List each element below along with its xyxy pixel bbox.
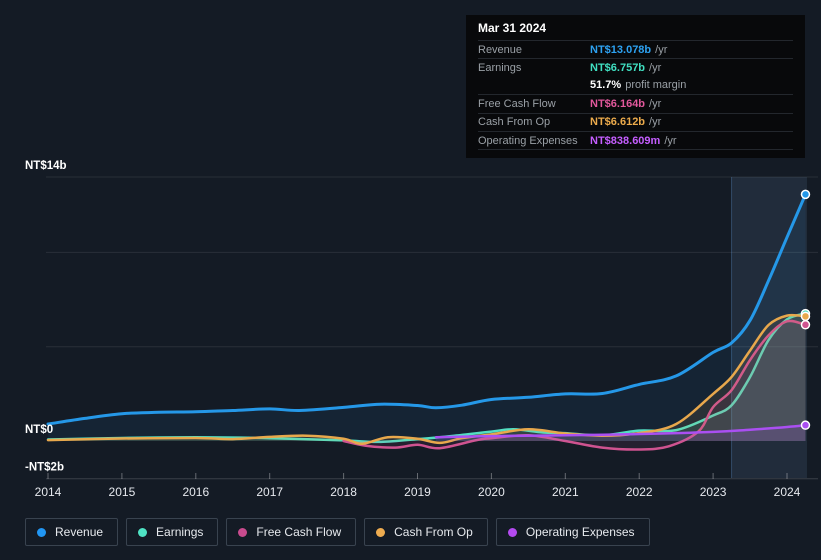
series-line-free-cash-flow [342, 319, 807, 451]
legend-label: Free Cash Flow [256, 525, 342, 539]
tooltip-row-operating-expenses: Operating Expenses NT$838.609m /yr [478, 130, 793, 149]
tooltip-label: Revenue [478, 43, 523, 56]
tooltip-suffix: /yr [649, 116, 662, 129]
tooltip-label: Cash From Op [478, 116, 551, 129]
tooltip-suffix: /yr [664, 134, 677, 147]
legend-item-free-cash-flow[interactable]: Free Cash Flow [226, 518, 357, 546]
x-tick-label: 2023 [700, 485, 727, 499]
tooltip-margin-label: profit margin [625, 79, 687, 92]
legend-label: Revenue [55, 525, 104, 539]
series-area-operating-expenses [436, 425, 806, 441]
y-axis-label: NT$14b [25, 160, 67, 172]
series-area-earnings [48, 313, 806, 442]
x-tick-label: 2021 [552, 485, 579, 499]
legend-label: Cash From Op [394, 525, 473, 539]
revenue-swatch-icon [37, 527, 46, 537]
x-tick-label: 2018 [330, 485, 357, 499]
legend-item-earnings[interactable]: Earnings [126, 518, 219, 546]
tooltip-suffix: /yr [649, 62, 662, 75]
end-marker-cash-from-op [800, 311, 811, 322]
x-tick-label: 2019 [404, 485, 431, 499]
legend-item-revenue[interactable]: Revenue [25, 518, 119, 546]
tooltip-row-profit-margin: 51.7% profit margin [478, 77, 793, 94]
series-line-revenue [46, 192, 807, 426]
operating-expenses-swatch-icon [507, 527, 517, 537]
tooltip-bottom-rule [478, 149, 793, 151]
tooltip-suffix: /yr [649, 97, 662, 110]
tooltip-margin-value: 51.7% [590, 79, 622, 92]
earnings-swatch-icon [138, 527, 148, 537]
tooltip-value: NT$13.078b [590, 43, 652, 56]
tooltip-row-free-cash-flow: Free Cash Flow NT$6.164b /yr [478, 94, 793, 112]
tooltip-value: NT$6.164b [590, 97, 646, 110]
legend-item-cash-from-op[interactable]: Cash From Op [364, 518, 488, 546]
x-tick-label: 2017 [256, 485, 283, 499]
tooltip-date: Mar 31 2024 [478, 21, 547, 35]
series-area-free-cash-flow [343, 320, 806, 450]
tooltip-row-revenue: Revenue NT$13.078b /yr [478, 40, 793, 58]
series-area-revenue [48, 194, 806, 441]
y-axis-label: -NT$2b [25, 462, 64, 474]
chart-legend: Revenue Earnings Free Cash Flow Cash Fro… [25, 518, 650, 546]
tooltip-label: Earnings [478, 62, 522, 75]
end-marker-revenue [800, 189, 811, 200]
series-line-earnings [46, 312, 807, 444]
tooltip-label: Free Cash Flow [478, 97, 556, 110]
tooltip-row-cash-from-op: Cash From Op NT$6.612b /yr [478, 112, 793, 131]
end-marker-free-cash-flow [800, 320, 811, 330]
end-marker-operating-expenses [800, 420, 811, 430]
x-tick-label: 2015 [109, 485, 136, 499]
tooltip-value: NT$838.609m [590, 134, 661, 147]
tooltip-suffix: /yr [655, 43, 668, 56]
x-tick-label: 2024 [774, 485, 801, 499]
tooltip-label: Operating Expenses [478, 134, 578, 147]
tooltip-row-earnings: Earnings NT$6.757b /yr [478, 58, 793, 76]
x-tick-label: 2020 [478, 485, 505, 499]
tooltip-value: NT$6.612b [590, 116, 646, 129]
cash-from-op-swatch-icon [376, 527, 386, 537]
x-tick-label: 2022 [626, 485, 653, 499]
y-axis-label: NT$0 [25, 424, 53, 436]
chart-tooltip: Mar 31 2024 Revenue NT$13.078b /yr Earni… [466, 15, 805, 159]
series-line-operating-expenses [434, 423, 807, 439]
free-cash-flow-swatch-icon [238, 527, 248, 537]
x-tick-label: 2014 [35, 485, 62, 499]
legend-item-operating-expenses[interactable]: Operating Expenses [495, 518, 650, 546]
legend-label: Earnings [156, 525, 204, 539]
legend-label: Operating Expenses [525, 525, 635, 539]
x-tick-label: 2016 [182, 485, 209, 499]
tooltip-value: NT$6.757b [590, 62, 646, 75]
